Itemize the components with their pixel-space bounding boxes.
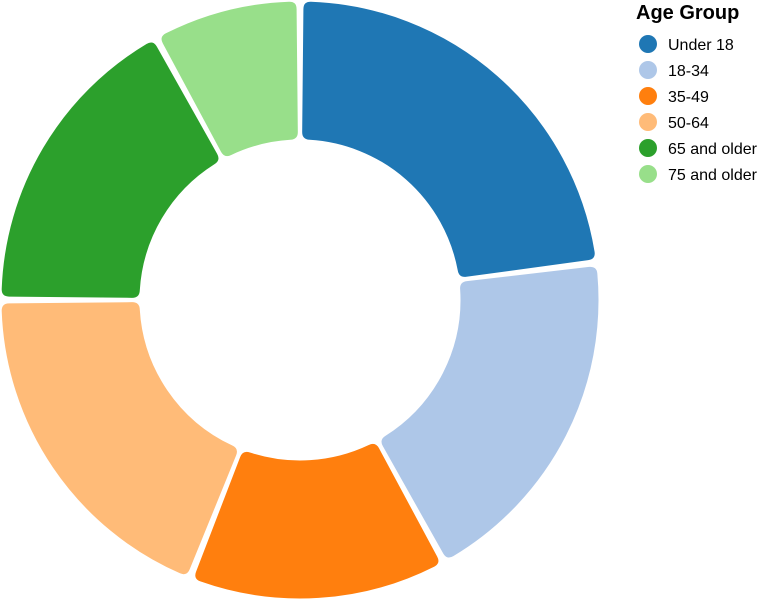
legend-item-18-34: 18-34 [639,61,709,80]
legend-title: Age Group [636,2,739,24]
legend-label-65-and-older: 65 and older [668,141,758,158]
slices-layer [0,0,600,600]
legend-label-75-and-older: 75 and older [668,167,758,184]
legend-swatch-under-18 [639,35,657,53]
legend-label-50-64: 50-64 [668,115,709,132]
legend-swatch-35-49 [639,87,657,105]
slice-75-and-older[interactable] [160,0,299,158]
legend-swatch-65-and-older [639,139,657,157]
legend-swatch-18-34 [639,61,657,79]
legend-item-50-64: 50-64 [639,113,709,132]
legend-item-65-and-older: 65 and older [639,139,758,158]
legend-swatch-75-and-older [639,165,657,183]
slice-50-64[interactable] [0,301,238,576]
legend-swatch-50-64 [639,113,657,131]
legend: Age Group Under 18 18-34 35-49 50-64 65 and … [636,2,758,184]
slice-65-and-older[interactable] [0,41,220,299]
legend-label-35-49: 35-49 [668,89,709,106]
slice-18-34[interactable] [380,265,600,559]
legend-item-35-49: 35-49 [639,87,709,106]
slice-35-49[interactable] [194,442,440,600]
legend-item-75-and-older: 75 and older [639,165,758,184]
legend-item-under-18: Under 18 [639,35,734,54]
legend-label-under-18: Under 18 [668,37,734,54]
slice-under-18[interactable] [301,0,596,278]
legend-label-18-34: 18-34 [668,63,709,80]
